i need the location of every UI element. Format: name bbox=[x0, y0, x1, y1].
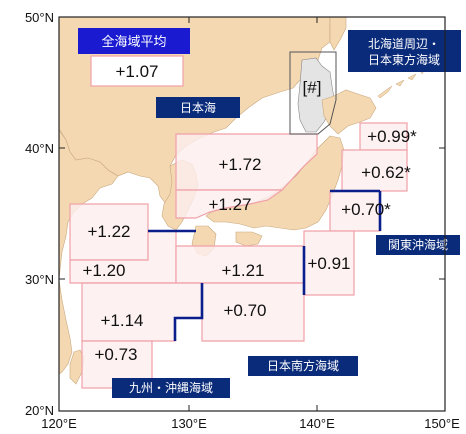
land-taiwan bbox=[69, 349, 85, 385]
kanto-label-box bbox=[376, 235, 460, 255]
value-south-japan: +0.70 bbox=[223, 301, 266, 320]
hokkaido-label-line1: 北海道周辺・ bbox=[368, 36, 440, 51]
value-ne-north: +0.99* bbox=[367, 127, 417, 146]
hokkaido-label-line2: 日本東方海域 bbox=[368, 52, 440, 67]
kyushu-label: 九州・沖縄海域 bbox=[129, 380, 213, 395]
kyushu-label-box bbox=[112, 378, 230, 398]
value-east-china-sea-north: +1.20 bbox=[82, 261, 125, 280]
kanto-label: 関東沖海域 bbox=[388, 237, 448, 252]
map-border bbox=[58, 16, 446, 412]
region-box-south-japan bbox=[201, 282, 305, 342]
lat-tick-30: 30°N bbox=[25, 272, 54, 287]
overall-value-box bbox=[90, 55, 184, 87]
region-box-japan-sea-south bbox=[175, 189, 284, 219]
land-china-south bbox=[59, 279, 73, 375]
south-label: 日本南方海域 bbox=[267, 358, 339, 373]
value-ne-south: +0.70* bbox=[341, 200, 391, 219]
value-japan-sea-north: +1.72 bbox=[218, 155, 261, 174]
value-east-china-sea-south: +1.14 bbox=[100, 311, 143, 330]
value-japan-sea-south: +1.27 bbox=[208, 195, 251, 214]
region-values: +0.99* +0.62* +0.70* +1.72 +1.27 +1.22 +… bbox=[82, 127, 417, 364]
land-shikoku bbox=[235, 231, 263, 247]
lon-tick-120: 120°E bbox=[41, 416, 77, 431]
lon-tick-150: 150°E bbox=[424, 416, 460, 431]
value-kanto-offshore: +0.91 bbox=[307, 254, 350, 273]
region-box-ne-north bbox=[359, 122, 408, 151]
value-ne-mid: +0.62* bbox=[361, 163, 411, 182]
lon-tick-140: 140°E bbox=[299, 416, 335, 431]
boundary-lines bbox=[148, 189, 382, 341]
lat-tick-50: 50°N bbox=[25, 10, 54, 25]
value-okinawa: +0.73 bbox=[94, 345, 137, 364]
inset-marker: [#] bbox=[303, 78, 322, 97]
inset-outline bbox=[289, 51, 337, 135]
hokkaido-label-box bbox=[348, 30, 461, 72]
lat-tick-40: 40°N bbox=[25, 141, 54, 156]
japan-sea-label-box bbox=[156, 97, 240, 118]
region-box-ne-mid bbox=[341, 149, 408, 192]
land-china-coast bbox=[59, 129, 119, 281]
regions bbox=[69, 122, 408, 389]
lon-tick-130: 130°E bbox=[171, 416, 207, 431]
overall-label: 全海域平均 bbox=[101, 34, 166, 50]
south-label-box bbox=[248, 356, 358, 376]
land-kurils bbox=[377, 67, 427, 99]
overall-value: +1.07 bbox=[115, 62, 158, 81]
value-south-shikoku: +1.21 bbox=[221, 261, 264, 280]
lat-tick-20: 20°N bbox=[25, 403, 54, 418]
overall-label-box bbox=[78, 28, 190, 54]
value-yellow-sea: +1.22 bbox=[87, 222, 130, 241]
land-sakhalin-tip bbox=[329, 17, 347, 51]
japan-sea-label: 日本海 bbox=[180, 100, 216, 115]
axis-ticks bbox=[59, 17, 445, 411]
